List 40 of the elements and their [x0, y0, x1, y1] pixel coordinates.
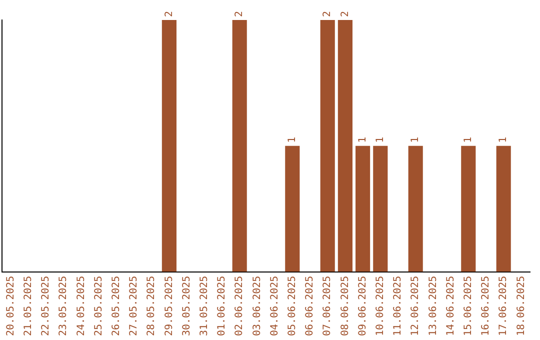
- x-tick-label: 12.06.2025: [410, 276, 422, 336]
- x-tick-label: 23.05.2025: [58, 276, 70, 336]
- x-tick-label: 14.06.2025: [445, 276, 456, 336]
- x-tick-label: 05.06.2025: [286, 276, 298, 336]
- data-label: 2: [322, 10, 334, 17]
- x-tick-label: 28.05.2025: [146, 276, 158, 336]
- data-label: 1: [410, 136, 422, 143]
- x-tick-label: 15.06.2025: [462, 276, 474, 336]
- x-tick-label: 06.06.2025: [304, 276, 316, 336]
- x-tick-label: 17.06.2025: [498, 276, 510, 336]
- x-tick-label: 30.05.2025: [181, 276, 192, 336]
- x-tick-label: 26.05.2025: [110, 276, 122, 336]
- x-tick-label: 31.05.2025: [198, 276, 210, 336]
- x-tick-label: 04.06.2025: [269, 276, 280, 336]
- x-tick-label: 07.06.2025: [322, 276, 334, 336]
- data-label: 1: [498, 136, 510, 143]
- x-tick-label: 03.06.2025: [252, 276, 263, 336]
- x-tick-label: 25.05.2025: [93, 276, 104, 336]
- x-tick-label: 08.06.2025: [340, 276, 351, 336]
- x-tick-label: 10.06.2025: [374, 276, 386, 336]
- x-tick-label: 20.05.2025: [5, 276, 16, 336]
- x-tick-label: 21.05.2025: [22, 276, 34, 336]
- data-label: 2: [164, 10, 175, 17]
- x-tick-label: 24.05.2025: [76, 276, 87, 336]
- x-tick-label: 16.06.2025: [480, 276, 492, 336]
- x-tick-label: 13.06.2025: [428, 276, 439, 336]
- x-tick-label: 22.05.2025: [40, 276, 52, 336]
- x-tick-label: 01.06.2025: [216, 276, 228, 336]
- data-label: 2: [234, 10, 246, 17]
- x-tick-label: 11.06.2025: [392, 276, 404, 336]
- data-label: 2: [340, 10, 351, 17]
- x-tick-label: 09.06.2025: [357, 276, 368, 336]
- x-tick-label: 18.06.2025: [516, 276, 527, 336]
- x-tick-label: 27.05.2025: [128, 276, 140, 336]
- data-label: 1: [374, 136, 386, 143]
- data-label: 1: [462, 136, 474, 143]
- x-tick-label: 29.05.2025: [164, 276, 175, 336]
- data-label: 1: [286, 136, 298, 143]
- x-tick-label: 02.06.2025: [234, 276, 246, 336]
- data-label: 1: [357, 136, 368, 143]
